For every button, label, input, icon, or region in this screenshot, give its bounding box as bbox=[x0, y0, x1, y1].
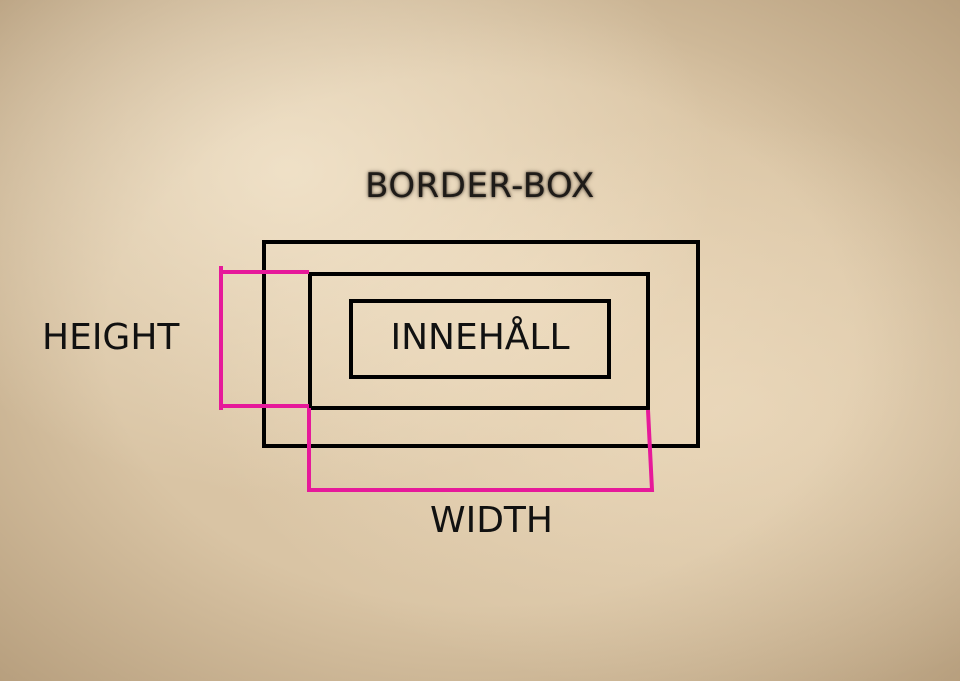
content-label: INNEHÅLL bbox=[390, 317, 570, 358]
width-bracket bbox=[307, 408, 655, 492]
content-box bbox=[349, 299, 611, 379]
middle-box bbox=[308, 272, 650, 410]
diagram-title: BORDER-BOX bbox=[365, 166, 595, 206]
outer-box bbox=[262, 240, 700, 448]
width-label: WIDTH bbox=[430, 500, 553, 541]
height-label: HEIGHT bbox=[42, 317, 180, 358]
